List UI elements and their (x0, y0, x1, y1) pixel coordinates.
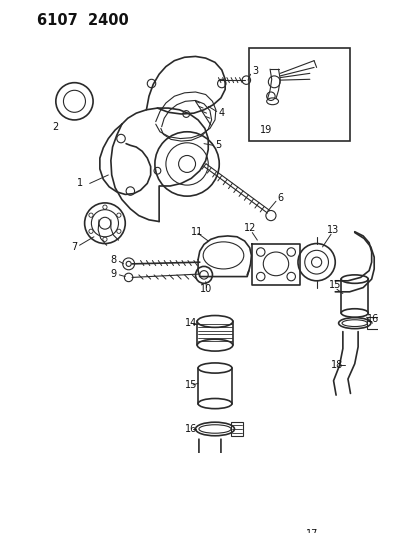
Text: 3: 3 (252, 66, 258, 76)
Text: 7: 7 (71, 242, 77, 252)
Text: 15: 15 (328, 280, 340, 290)
Text: 9: 9 (110, 269, 117, 279)
Text: 4: 4 (218, 108, 224, 118)
Text: 16: 16 (366, 314, 379, 324)
Text: 6107  2400: 6107 2400 (37, 13, 129, 28)
Text: 5: 5 (214, 140, 221, 150)
Text: 2: 2 (53, 122, 59, 132)
Text: 11: 11 (191, 227, 203, 237)
Text: 12: 12 (243, 223, 256, 233)
Text: 6: 6 (277, 193, 283, 203)
Text: 10: 10 (199, 284, 211, 294)
Text: 17: 17 (306, 529, 318, 533)
Text: 19: 19 (259, 125, 271, 135)
Text: 16: 16 (184, 424, 196, 434)
Bar (248, 48, 350, 141)
Text: 13: 13 (326, 225, 338, 235)
Text: 8: 8 (110, 255, 117, 265)
Text: 18: 18 (330, 360, 342, 370)
Bar (231, 422, 243, 436)
Text: 1: 1 (77, 179, 83, 189)
Text: 15: 15 (184, 380, 196, 390)
Bar (366, 317, 378, 329)
Text: 14: 14 (184, 318, 196, 328)
